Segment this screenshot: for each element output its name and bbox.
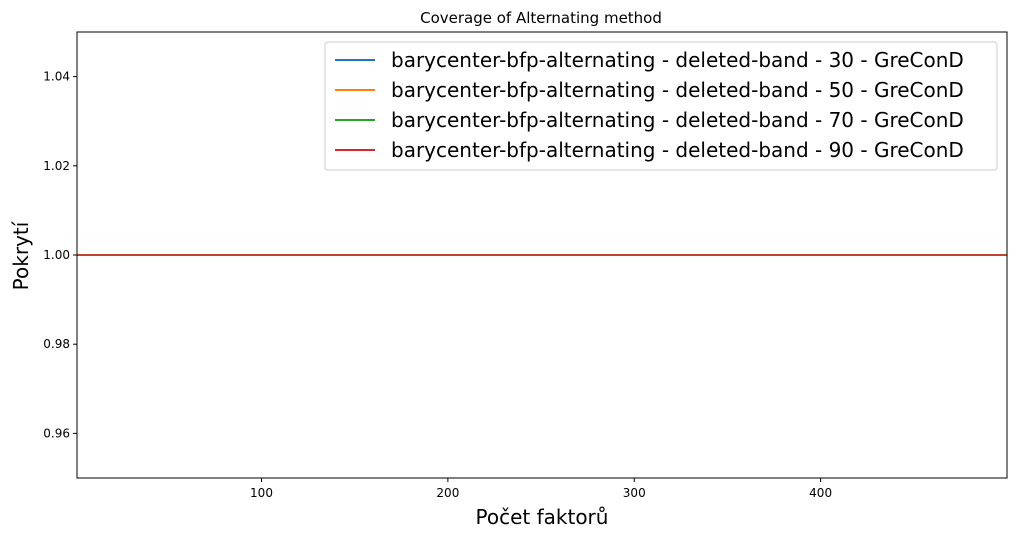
legend-box [324, 41, 998, 171]
plot-frame [76, 31, 1008, 479]
y-tick-label: 0.96 [43, 426, 70, 440]
legend: barycenter-bfp-alternating - deleted-ban… [324, 41, 998, 171]
x-tick-label: 300 [623, 486, 646, 500]
legend-label-0: barycenter-bfp-alternating - deleted-ban… [391, 48, 964, 72]
x-axis-label: Počet faktorů [476, 505, 609, 529]
legend-label-3: barycenter-bfp-alternating - deleted-ban… [391, 138, 964, 162]
y-tick-label: 0.98 [43, 337, 70, 351]
chart-title: Coverage of Alternating method [420, 9, 662, 27]
x-tick-label: 400 [809, 486, 832, 500]
x-tick-label: 200 [436, 486, 459, 500]
legend-label-2: barycenter-bfp-alternating - deleted-ban… [391, 108, 964, 132]
y-axis: 0.96 0.98 1.00 1.02 1.04 [43, 70, 77, 440]
x-tick-label: 100 [250, 486, 273, 500]
y-axis-label: Pokrytí [9, 220, 33, 290]
y-tick-label: 1.00 [43, 248, 70, 262]
y-tick-label: 1.02 [43, 159, 70, 173]
y-tick-label: 1.04 [43, 70, 70, 84]
legend-label-1: barycenter-bfp-alternating - deleted-ban… [391, 78, 964, 102]
x-axis: 100 200 300 400 [250, 478, 832, 500]
